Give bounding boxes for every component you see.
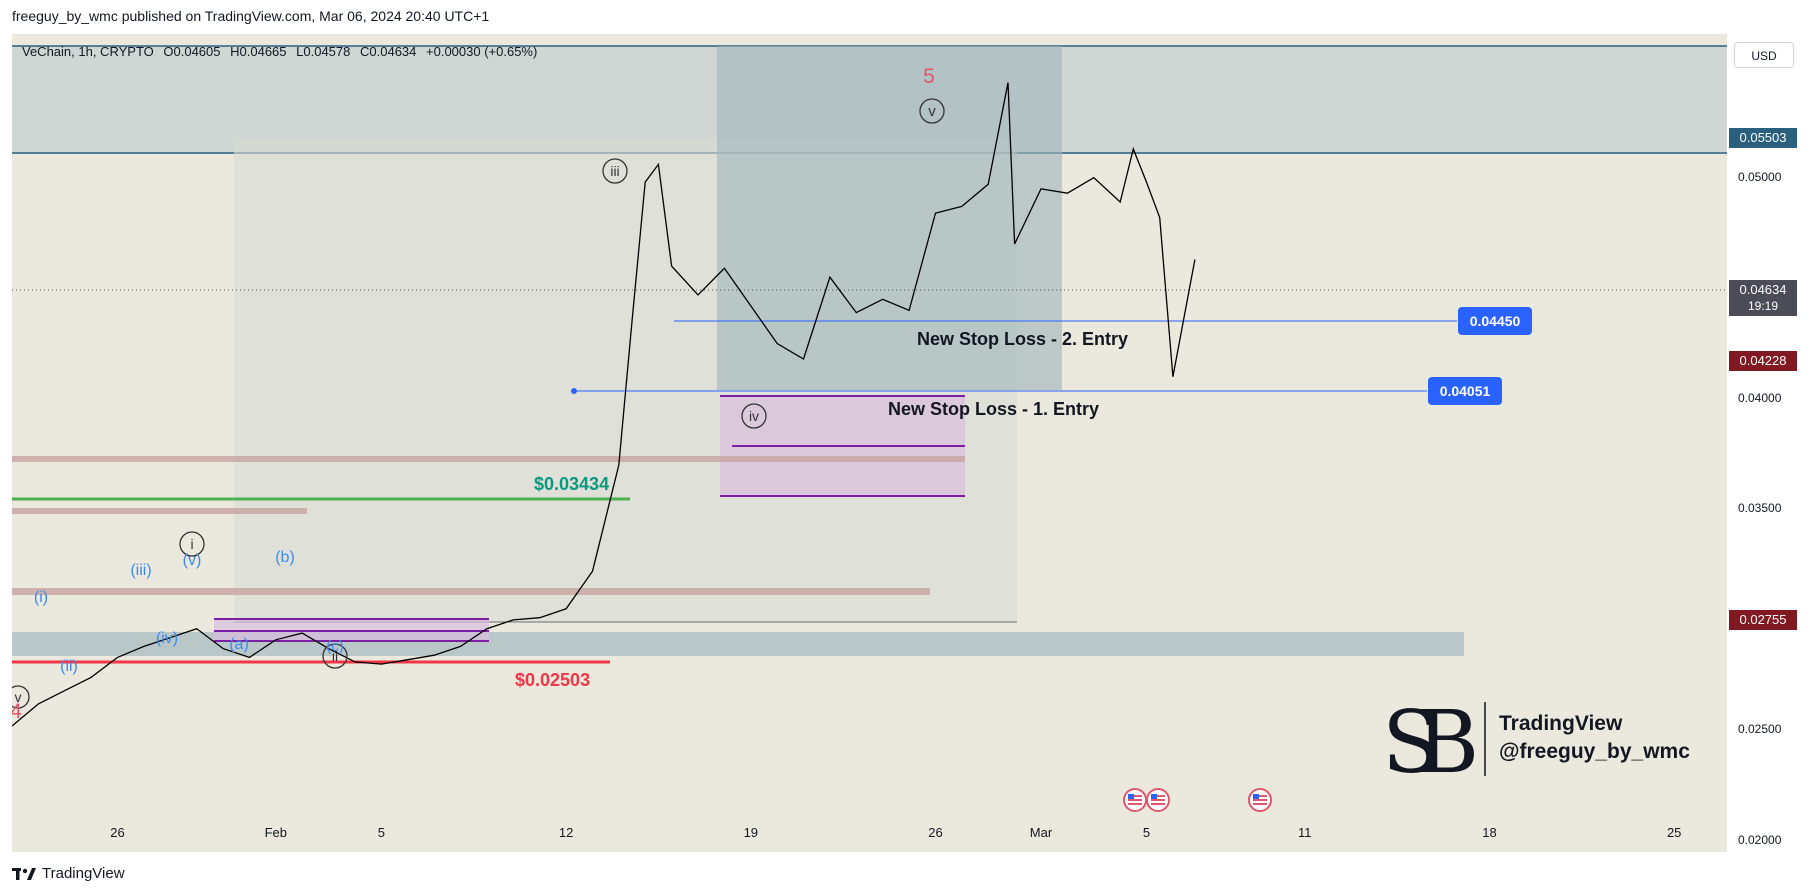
wave-label-iii: (iii) [130,562,151,579]
wave-label-i: (i) [34,589,48,606]
footer-brand[interactable]: TradingView [12,865,125,882]
wave-label-circle-iv: iv [749,408,759,424]
time-tick-label: 5 [378,825,385,840]
legend-change: +0.00030 (+0.65%) [426,44,538,59]
chart-area[interactable]: v iii iv i ii v 5 4 (i) (ii) (iii) (iv) … [12,34,1727,852]
ohlc-legend: VeChain, 1h, CRYPTO O0.04605 H0.04665 L0… [22,44,543,59]
stop-loss-2-price-tag[interactable]: 0.04450 [1458,307,1532,335]
wave-label-circle-iii: iii [610,163,619,179]
time-tick-label: Mar [1030,825,1053,840]
price-tick-label: 0.05000 [1738,169,1782,184]
wave-label-circle-v: v [928,103,936,120]
watermark-line-2: @freeguy_by_wmc [1499,740,1690,763]
red-price-label: $0.02503 [515,670,590,690]
publisher-line: freeguy_by_wmc published on TradingView.… [12,8,490,24]
legend-close: C0.04634 [360,44,417,59]
zone-stripe-1 [12,456,965,462]
sb-logo: S B [1382,693,1479,793]
time-tick-label: 11 [1298,825,1312,840]
wave-label-iv: (iv) [156,630,178,647]
tradingview-logo-icon [12,867,36,880]
price-axis[interactable] [1727,34,1815,852]
time-tick-label: 25 [1667,825,1681,840]
time-tick-label: 12 [559,825,573,840]
us-flag-icon[interactable] [1123,788,1147,812]
price-tick-label: 0.02500 [1738,722,1782,737]
wave-circle-v [919,98,945,124]
price-tick-label: 0.02000 [1738,832,1782,847]
us-flag-icon[interactable] [1248,788,1272,812]
time-axis[interactable] [12,812,1727,852]
time-tick-label: 26 [110,825,124,840]
price-chart[interactable]: v iii iv i ii v 5 4 (i) (ii) (iii) (iv) … [12,34,1727,852]
watermark-line-1: TradingView [1499,712,1623,735]
stop-loss-2-label: New Stop Loss - 2. Entry [917,329,1128,349]
legend-low: L0.04578 [296,44,351,59]
price-series-line [12,82,1196,727]
wave-label-v: (v) [183,552,202,569]
wave-label-5: 5 [923,65,935,88]
us-flag-icon[interactable] [1146,788,1170,812]
last-price-badge: 0.04634 19:19 [1729,280,1797,316]
stop-loss-1-anchor[interactable] [571,388,577,394]
wave-circle-v-left [12,685,30,709]
currency-button[interactable]: USD [1734,42,1794,68]
wave-label-circle-i: i [190,536,193,552]
legend-symbol[interactable]: VeChain, 1h, CRYPTO [22,44,154,59]
wave-label-4: 4 [12,700,22,723]
mid-level-price-badge: 0.04228 [1729,351,1797,371]
last-price-value: 0.04634 [1739,282,1787,297]
wave-label-a: (a) [229,636,249,653]
time-tick-label: Feb [265,825,287,840]
wave-label-ii: (ii) [60,658,78,675]
price-tick-label: 0.04000 [1738,390,1782,405]
wave-label-circle-ii: ii [332,648,338,664]
wave-label-c: (c) [326,638,344,655]
wave-circle-iv [741,403,767,429]
time-axis-ticks: 26 Feb 5 12 19 26 Mar 5 11 18 25 [110,825,1681,840]
wave-circle-ii [322,643,348,669]
wave-circle-iii [602,158,628,184]
price-tick-label: 0.03500 [1738,501,1782,516]
green-price-label: $0.03434 [534,474,609,494]
wave-circle-i [179,531,205,557]
time-tick-label: 19 [744,825,758,840]
zone-stripe-3 [12,588,930,595]
time-tick-label: 5 [1143,825,1150,840]
stop-loss-1-label: New Stop Loss - 1. Entry [888,399,1099,419]
wave-label-b: (b) [275,549,295,566]
legend-open: O0.04605 [163,44,221,59]
svg-text:B: B [1416,693,1479,793]
zone-stripe-2 [12,508,307,514]
legend-high: H0.04665 [230,44,287,59]
footer-brand-text: TradingView [42,865,125,882]
svg-text:S: S [1382,693,1441,793]
time-tick-label: 26 [928,825,942,840]
low-level-price-badge: 0.02755 [1729,610,1797,630]
wave-label-circle-v-left: v [15,689,22,705]
bar-countdown: 19:19 [1747,299,1779,313]
resistance-price-badge: 0.05503 [1729,128,1797,148]
time-tick-label: 18 [1482,825,1496,840]
stop-loss-1-price-tag[interactable]: 0.04051 [1428,377,1502,405]
